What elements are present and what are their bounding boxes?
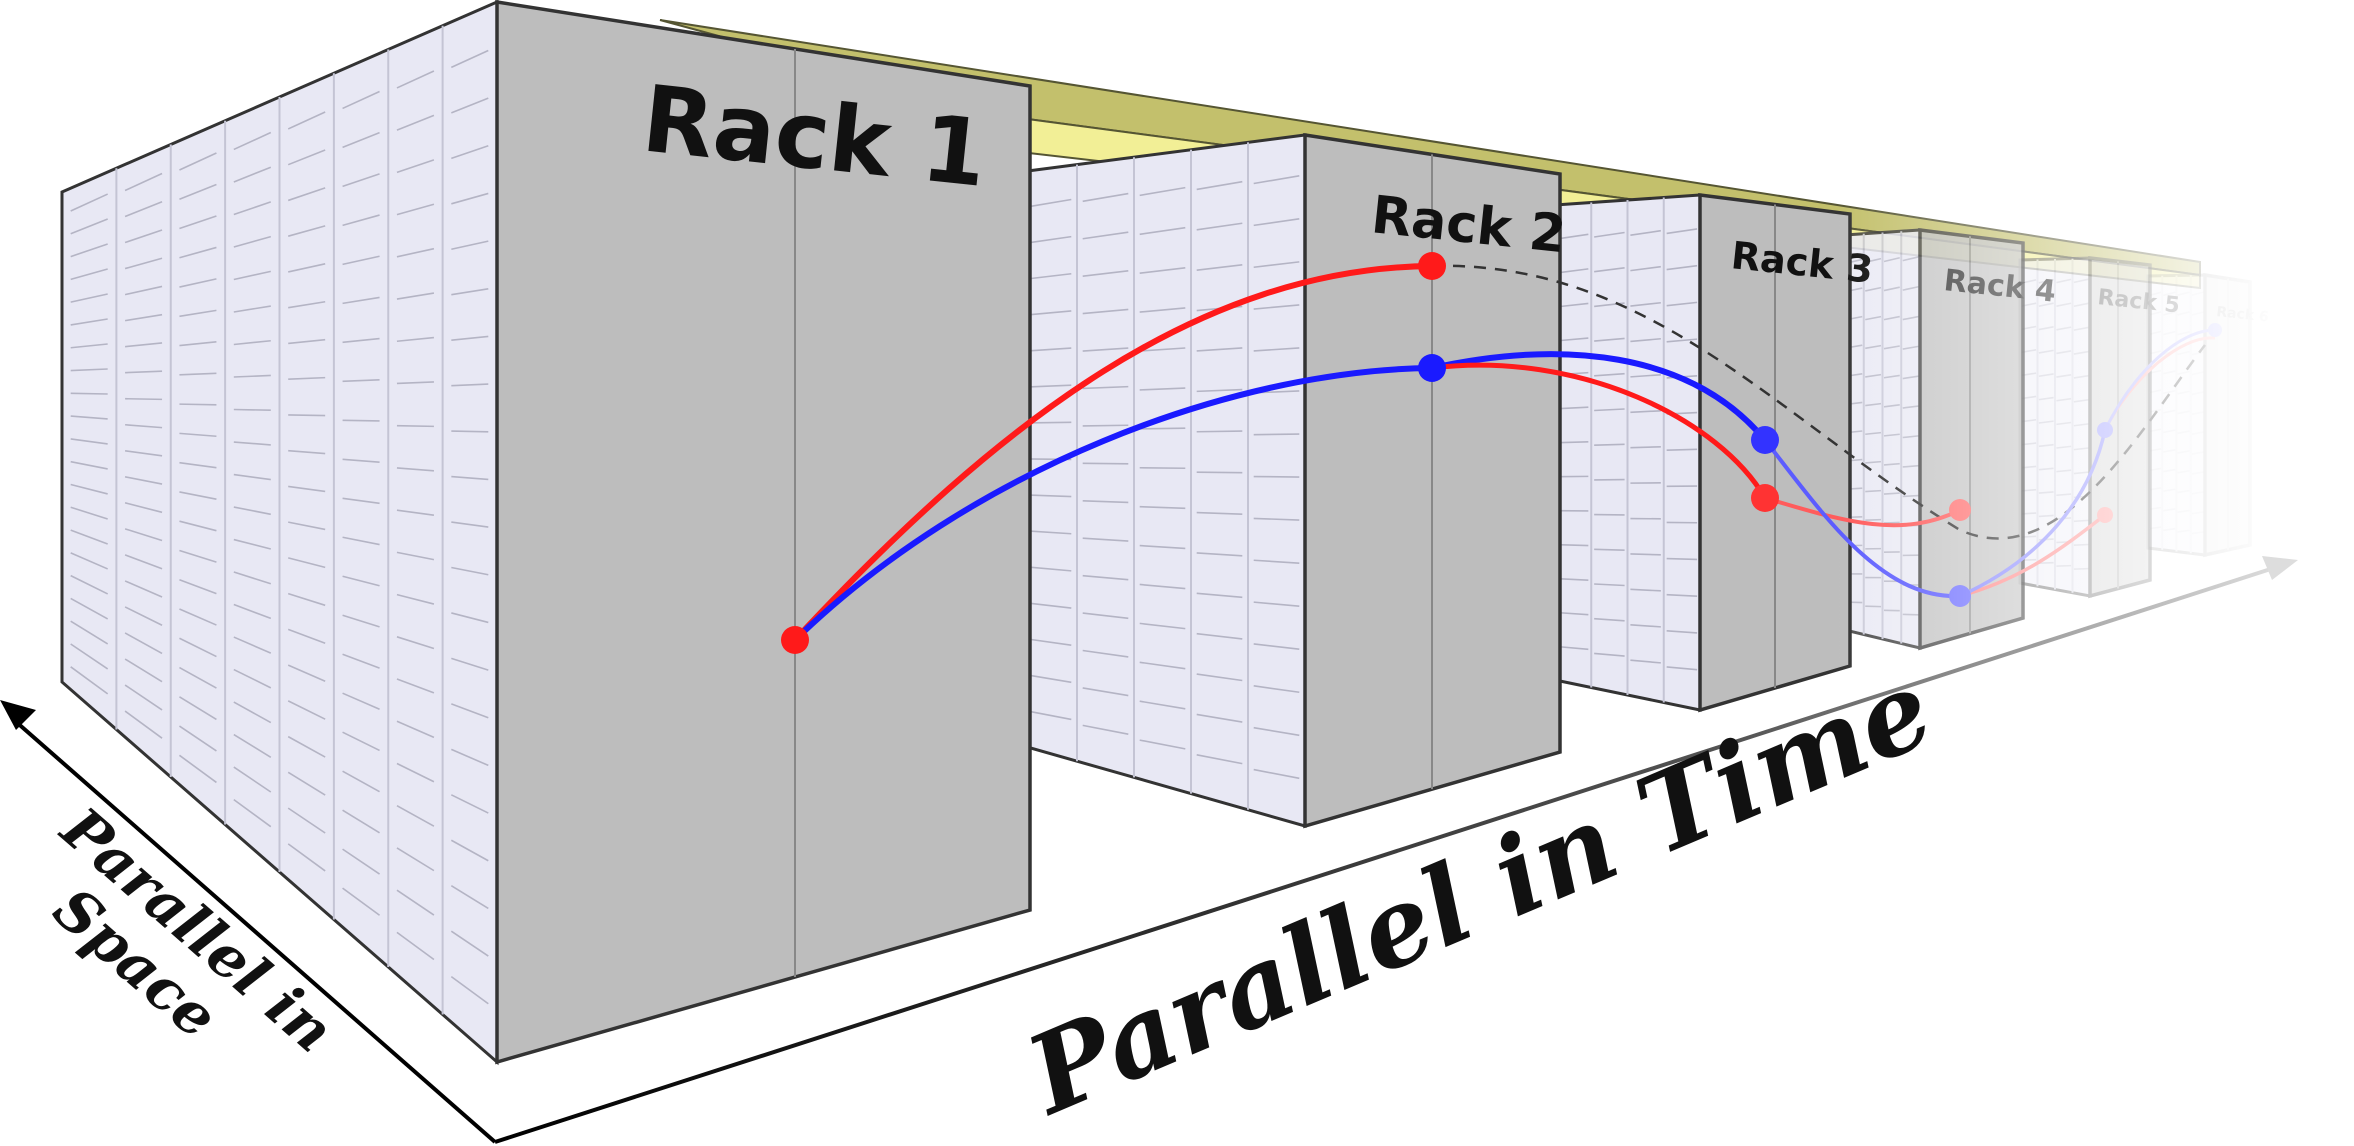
- parallel-in-time-diagram: Rack 6Rack 5Rack 4Rack 3Rack 2Rack 1 Pa: [0, 0, 2354, 1146]
